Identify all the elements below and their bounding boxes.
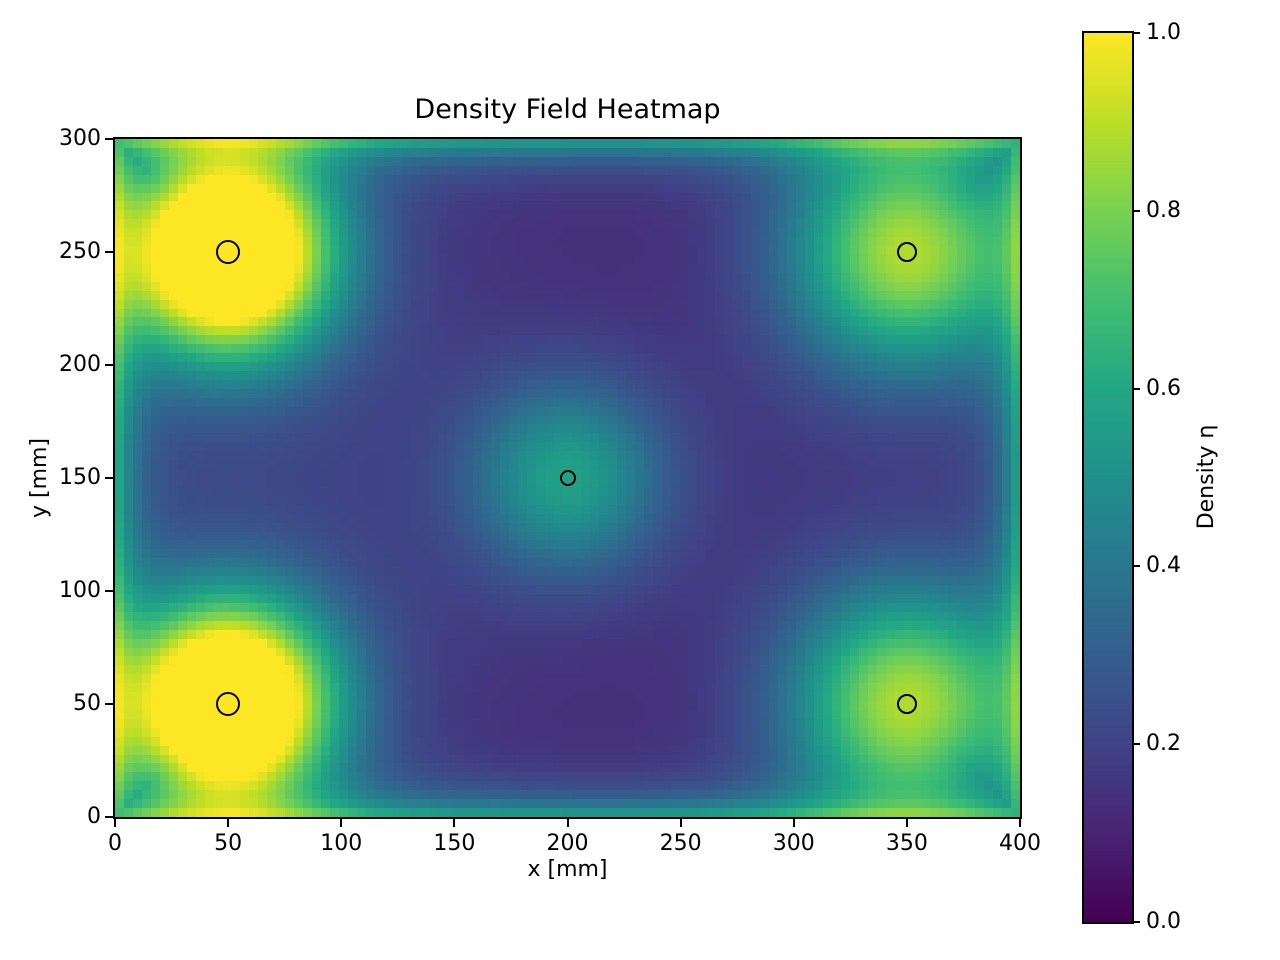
colorbar-tick-mark xyxy=(1132,387,1140,390)
x-tick-mark xyxy=(227,819,230,827)
colorbar-tick-mark xyxy=(1132,743,1140,746)
colorbar-canvas xyxy=(1084,33,1132,922)
y-tick-mark xyxy=(105,251,113,253)
x-tick-mark xyxy=(679,819,682,827)
x-tick-mark xyxy=(792,819,795,827)
heatmap-plot-area xyxy=(113,137,1022,819)
x-axis-label: x [mm] xyxy=(527,857,608,882)
x-tick-label: 350 xyxy=(885,831,928,856)
x-tick-label: 50 xyxy=(214,831,243,856)
density-site-marker xyxy=(896,694,917,714)
x-tick-label: 0 xyxy=(108,831,122,856)
x-tick-mark xyxy=(114,819,116,827)
x-tick-label: 250 xyxy=(659,831,702,856)
colorbar-label: Density η xyxy=(1194,424,1219,530)
y-tick-label: 200 xyxy=(59,352,101,377)
y-tick-mark xyxy=(105,590,113,592)
y-tick-mark xyxy=(105,816,113,818)
y-tick-label: 0 xyxy=(87,804,101,829)
x-tick-mark xyxy=(1019,819,1021,827)
colorbar-tick-label: 0.6 xyxy=(1146,375,1181,401)
x-tick-mark xyxy=(566,819,569,827)
colorbar-tick-label: 1.0 xyxy=(1146,20,1181,45)
y-tick-mark xyxy=(105,477,113,479)
colorbar-tick-mark xyxy=(1132,921,1140,923)
x-tick-label: 200 xyxy=(546,831,589,856)
x-tick-mark xyxy=(905,819,908,827)
colorbar-tick-mark xyxy=(1132,32,1140,34)
colorbar-tick-label: 0.8 xyxy=(1146,197,1181,223)
x-tick-label: 150 xyxy=(433,831,476,856)
colorbar-tick-label: 0.0 xyxy=(1146,909,1181,934)
y-tick-label: 100 xyxy=(59,578,101,603)
colorbar xyxy=(1082,31,1134,924)
density-site-marker xyxy=(559,470,576,486)
density-site-marker xyxy=(216,240,241,264)
x-tick-label: 300 xyxy=(772,831,815,856)
y-tick-label: 250 xyxy=(59,239,101,264)
y-tick-label: 300 xyxy=(59,126,101,151)
colorbar-tick-mark xyxy=(1132,209,1140,212)
x-tick-mark xyxy=(340,819,343,827)
x-tick-label: 100 xyxy=(320,831,363,856)
y-axis-label: y [mm] xyxy=(27,437,52,519)
x-tick-label: 400 xyxy=(999,831,1041,856)
y-tick-mark xyxy=(105,703,113,705)
colorbar-tick-mark xyxy=(1132,565,1140,568)
density-site-marker xyxy=(896,242,917,262)
chart-title: Density Field Heatmap xyxy=(414,94,721,125)
y-tick-mark xyxy=(105,138,113,140)
colorbar-tick-label: 0.4 xyxy=(1146,553,1181,579)
x-tick-mark xyxy=(453,819,456,827)
y-tick-mark xyxy=(105,364,113,366)
colorbar-tick-label: 0.2 xyxy=(1146,731,1181,757)
y-tick-label: 50 xyxy=(73,691,101,716)
y-tick-label: 150 xyxy=(59,465,101,490)
density-site-marker xyxy=(216,692,241,716)
